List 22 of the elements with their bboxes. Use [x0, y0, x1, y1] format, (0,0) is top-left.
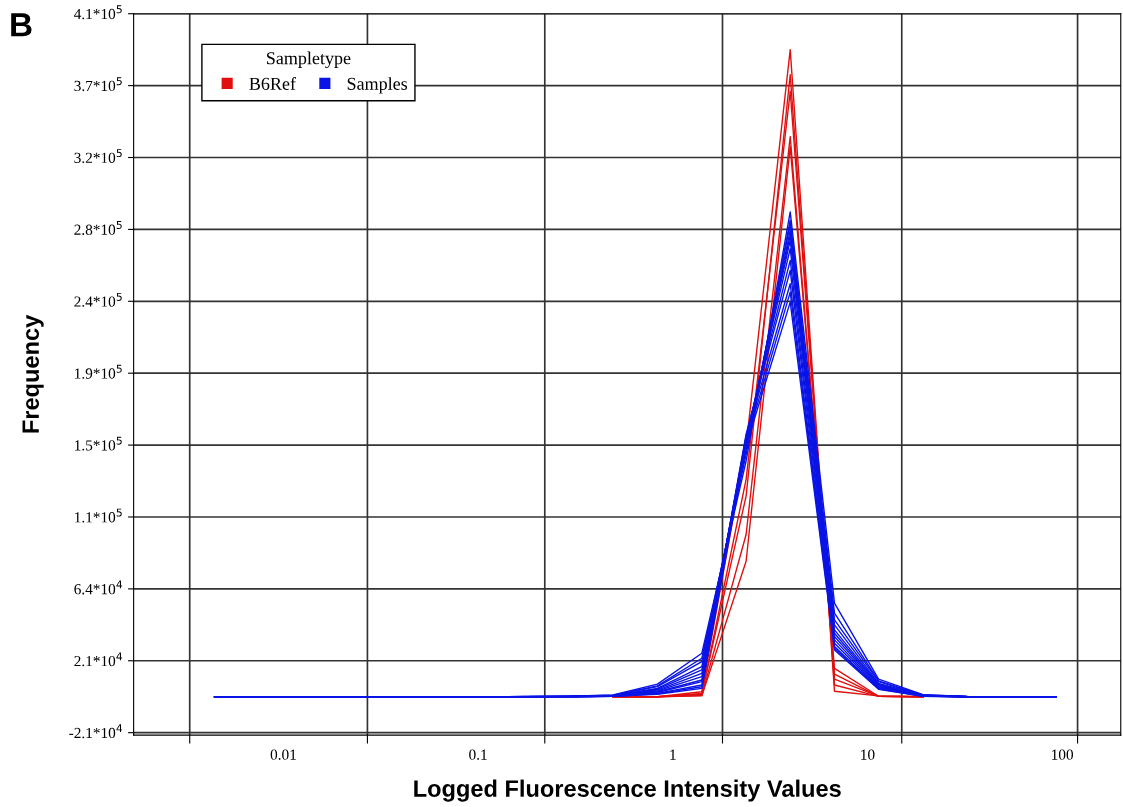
y-tick-label: 2.4*10$^{5}$	[74, 292, 122, 307]
y-tick-label: 6.4*10$^{4}$	[74, 580, 123, 595]
legend-label: Samples	[347, 77, 408, 94]
x-tick-label: 1	[670, 749, 676, 760]
y-tick-label: 1.1*10$^{5}$	[75, 508, 122, 523]
x-tick-label: 0.1	[469, 749, 487, 760]
y-tick-label: 3.7*10$^{5}$	[74, 77, 122, 92]
x-tick-label: 10	[861, 749, 875, 760]
legend-label: B6Ref	[249, 76, 296, 90]
y-tick-label: 2.8*10$^{5}$	[74, 221, 122, 235]
y-tick-label: 1.5*10$^{5}$	[75, 436, 122, 451]
x-tick-label: 100	[1052, 749, 1074, 760]
y-tick-label: -2.1*10$^{4}$	[69, 724, 123, 739]
y-tick-label: 2.1*10$^{4}$	[74, 652, 123, 667]
y-tick-label: 1.9*10$^{5}$	[75, 364, 122, 379]
legend-title: Sampletype	[267, 51, 351, 69]
y-tick-label: 4.1*10$^{5}$	[74, 5, 122, 20]
x-tick-label: 0.01	[270, 749, 296, 760]
y-axis-title: Frequency	[22, 314, 44, 433]
x-axis-title: Logged Fluorescence Intensity Values	[414, 779, 841, 802]
y-tick-label: 3.2*10$^{5}$	[74, 149, 122, 164]
text: B	[11, 13, 32, 37]
